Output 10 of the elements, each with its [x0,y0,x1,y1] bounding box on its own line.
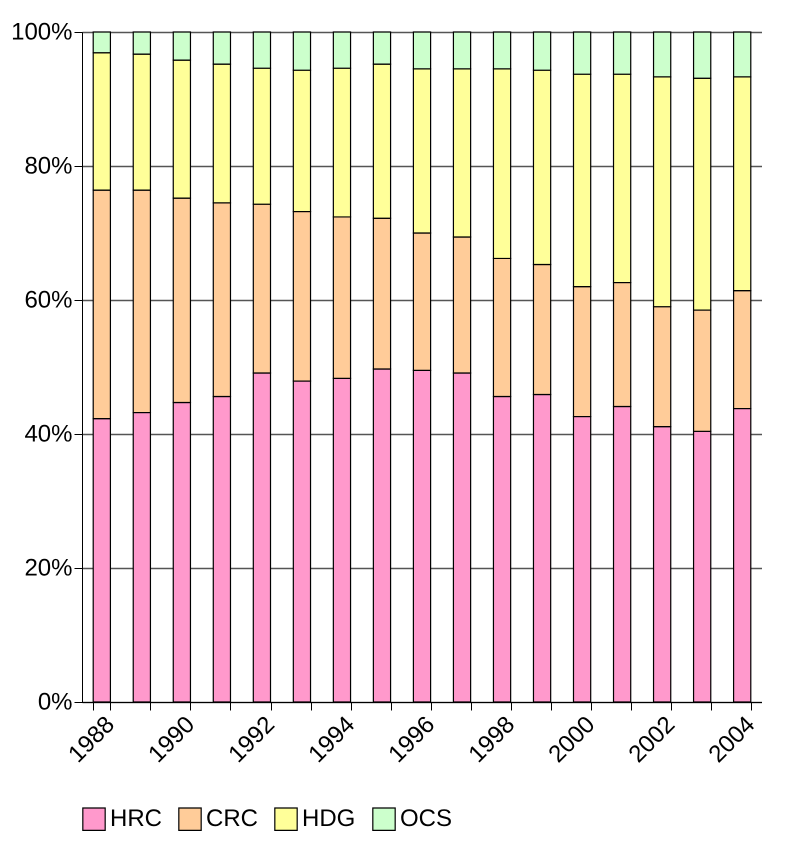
legend-label: HDG [302,805,356,832]
y-tick-label: 40% [24,420,72,448]
y-tick-label: 80% [24,152,72,180]
legend-label: OCS [400,805,452,832]
y-tick-label: 100% [11,18,72,46]
y-tick-label: 60% [24,286,72,314]
legend-label: CRC [206,805,258,832]
y-tick-label: 20% [24,554,72,582]
legend-label: HRC [110,805,162,832]
y-tick-label: 0% [38,688,72,716]
